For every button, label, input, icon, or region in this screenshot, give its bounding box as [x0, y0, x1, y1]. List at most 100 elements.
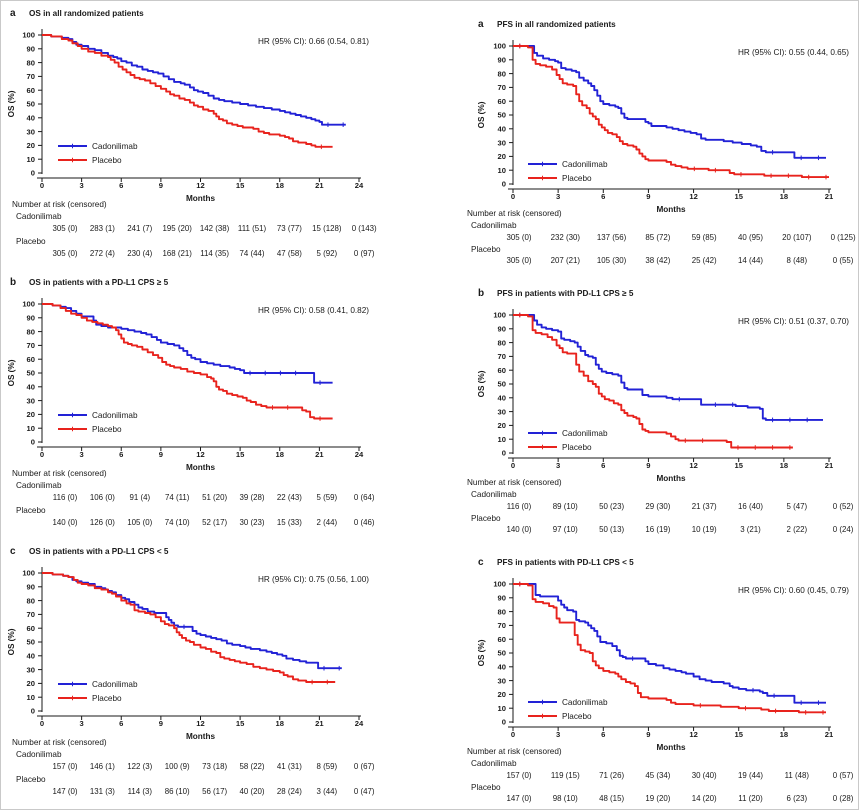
risk-value: 5 (47) [786, 502, 807, 511]
risk-value: 98 (10) [553, 794, 578, 803]
survival-curve-cadonilimab [42, 34, 346, 126]
x-tick-label: 12 [689, 730, 697, 739]
risk-value: 51 (20) [202, 493, 227, 502]
risk-value: 111 (51) [238, 224, 267, 233]
x-tick-label: 3 [80, 719, 84, 728]
y-tick-label: 50 [27, 638, 35, 647]
y-axis-label: OS (%) [7, 628, 16, 655]
y-tick-label: 0 [502, 449, 506, 458]
risk-value: 0 (143) [352, 224, 377, 233]
x-tick-label: 6 [119, 181, 123, 190]
hr-annotation: HR (95% CI): 0.60 (0.45, 0.79) [738, 586, 849, 595]
x-axis-label: Months [656, 474, 686, 483]
hr-annotation: HR (95% CI): 0.55 (0.44, 0.65) [738, 48, 849, 57]
risk-value: 116 (0) [507, 502, 532, 511]
y-tick-label: 80 [498, 69, 506, 78]
risk-value: 19 (44) [738, 771, 763, 780]
km-chart-pfs-cps-ge5: b PFS in patients with PD-L1 CPS ≥ 5 0 10 20… [467, 288, 854, 534]
risk-value: 114 (3) [128, 787, 153, 796]
x-tick-label: 6 [601, 461, 605, 470]
x-axis-label: Months [186, 194, 216, 203]
risk-value: 0 (55) [833, 256, 854, 265]
risk-value: 20 (107) [782, 233, 812, 242]
y-tick-label: 80 [498, 607, 506, 616]
risk-value: 305 (0) [506, 233, 531, 242]
risk-value: 8 (59) [316, 762, 337, 771]
risk-value: 50 (23) [599, 502, 624, 511]
y-tick-label: 10 [27, 693, 35, 702]
risk-value: 122 (3) [127, 762, 152, 771]
x-tick-label: 15 [734, 730, 743, 739]
risk-table-header: Number at risk (censored) [467, 478, 562, 487]
risk-value: 41 (31) [277, 762, 302, 771]
risk-value: 59 (85) [692, 233, 717, 242]
panel-title: PFS in patients with PD-L1 CPS ≥ 5 [497, 289, 634, 298]
risk-value: 97 (10) [553, 525, 578, 534]
risk-value: 16 (19) [645, 525, 670, 534]
risk-table-header: Number at risk (censored) [12, 738, 107, 747]
risk-value: 91 (4) [129, 493, 150, 502]
x-tick-label: 21 [825, 192, 834, 201]
risk-value: 45 (34) [645, 771, 670, 780]
risk-row-name: Cadonilimab [471, 221, 517, 230]
risk-value: 3 (44) [316, 787, 337, 796]
panel-title: OS in patients with a PD-L1 CPS < 5 [29, 547, 169, 556]
risk-value: 142 (38) [200, 224, 230, 233]
risk-value: 16 (40) [738, 502, 763, 511]
risk-value: 74 (11) [165, 493, 190, 502]
x-tick-label: 15 [734, 192, 743, 201]
y-tick-label: 100 [22, 569, 35, 578]
x-tick-label: 21 [315, 181, 324, 190]
x-axis-label: Months [656, 743, 686, 752]
risk-value: 0 (24) [833, 525, 854, 534]
risk-value: 6 (23) [786, 794, 807, 803]
risk-value: 283 (1) [90, 224, 115, 233]
risk-value: 0 (64) [354, 493, 375, 502]
x-tick-label: 24 [355, 450, 364, 459]
risk-value: 52 (17) [202, 518, 227, 527]
y-tick-label: 70 [27, 610, 35, 619]
legend-label-cadonilimab: Cadonilimab [92, 142, 138, 151]
survival-curve-cadonilimab [42, 572, 342, 670]
y-tick-label: 50 [498, 111, 506, 120]
y-axis-label: OS (%) [477, 101, 486, 128]
x-tick-label: 9 [159, 719, 163, 728]
x-tick-label: 18 [276, 719, 284, 728]
y-tick-label: 90 [498, 594, 506, 603]
risk-row-name: Placebo [471, 245, 501, 254]
risk-value: 21 (37) [692, 502, 717, 511]
risk-row-name: Cadonilimab [16, 212, 62, 221]
x-tick-label: 9 [646, 192, 650, 201]
km-panel-pfs-cps-lt5: c PFS in patients with PD-L1 CPS < 5 0 10 20… [431, 539, 858, 808]
y-tick-label: 60 [498, 635, 506, 644]
risk-table-header: Number at risk (censored) [12, 200, 107, 209]
risk-row-name: Placebo [16, 506, 46, 515]
panel-letter: a [10, 8, 16, 19]
risk-value: 126 (0) [90, 518, 115, 527]
x-tick-label: 12 [689, 461, 697, 470]
risk-value: 2 (44) [316, 518, 337, 527]
risk-value: 100 (9) [165, 762, 190, 771]
x-tick-label: 3 [556, 192, 560, 201]
y-tick-label: 10 [498, 435, 506, 444]
survival-curve-cadonilimab [513, 45, 826, 159]
survival-curve-cadonilimab [513, 583, 826, 704]
x-tick-label: 6 [119, 719, 123, 728]
legend-label-cadonilimab: Cadonilimab [92, 680, 138, 689]
y-tick-label: 40 [498, 125, 506, 134]
y-tick-label: 80 [498, 338, 506, 347]
x-tick-label: 15 [236, 450, 245, 459]
risk-value: 140 (0) [52, 518, 77, 527]
risk-value: 0 (28) [833, 794, 854, 803]
legend-label-placebo: Placebo [92, 694, 122, 703]
legend-label-placebo: Placebo [562, 712, 592, 721]
y-tick-label: 30 [27, 127, 35, 136]
y-tick-label: 70 [27, 341, 35, 350]
x-tick-label: 15 [734, 461, 743, 470]
panel-letter: b [478, 288, 484, 299]
y-tick-label: 0 [31, 707, 35, 716]
risk-value: 11 (48) [785, 771, 810, 780]
y-tick-label: 90 [27, 583, 35, 592]
risk-table-header: Number at risk (censored) [467, 747, 562, 756]
risk-value: 230 (4) [127, 249, 152, 258]
